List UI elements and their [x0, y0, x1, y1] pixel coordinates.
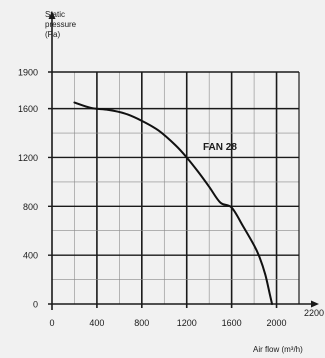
x-tick-label-800: 800 [134, 318, 149, 328]
y-axis-title-line-2: pressure [45, 20, 77, 29]
y-tick-label-0: 0 [33, 300, 38, 310]
x-tick-label-1200: 1200 [177, 318, 197, 328]
y-axis-title-line-1: Static [45, 10, 65, 19]
series [73, 101, 274, 305]
x-tick-label-0: 0 [49, 318, 54, 328]
series-label-fan-28: FAN 28 [203, 142, 237, 153]
x-tick-label-2000: 2000 [267, 318, 287, 328]
grid [48, 71, 300, 308]
y-tick-label-1600: 1600 [18, 104, 38, 114]
y-axis-arrow [48, 11, 56, 19]
y-axis-title-line-3: (Pa) [45, 30, 60, 39]
x-tick-label-1600: 1600 [222, 318, 242, 328]
x-tick-label-400: 400 [89, 318, 104, 328]
x-axis-title: Air flow (m³/h) [253, 345, 303, 354]
tick-labels: 0 400 800 1200 1600 1900 0 400 800 1200 1600 2000 22… [18, 68, 324, 329]
y-tick-label-800: 800 [23, 202, 38, 212]
y-tick-label-1900: 1900 [18, 68, 38, 78]
x-axis-arrow [311, 300, 319, 308]
y-tick-label-400: 400 [23, 251, 38, 261]
axes [48, 11, 319, 310]
y-axis-title: Static pressure (Pa) [45, 10, 77, 39]
series-line-fan-28 [73, 101, 274, 305]
y-tick-label-1200: 1200 [18, 153, 38, 163]
x-tick-label-2200: 2200 [304, 308, 324, 318]
